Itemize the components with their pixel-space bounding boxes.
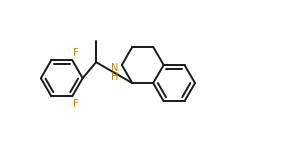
- Text: N
H: N H: [110, 63, 118, 82]
- Text: F: F: [73, 99, 79, 109]
- Text: F: F: [73, 48, 79, 58]
